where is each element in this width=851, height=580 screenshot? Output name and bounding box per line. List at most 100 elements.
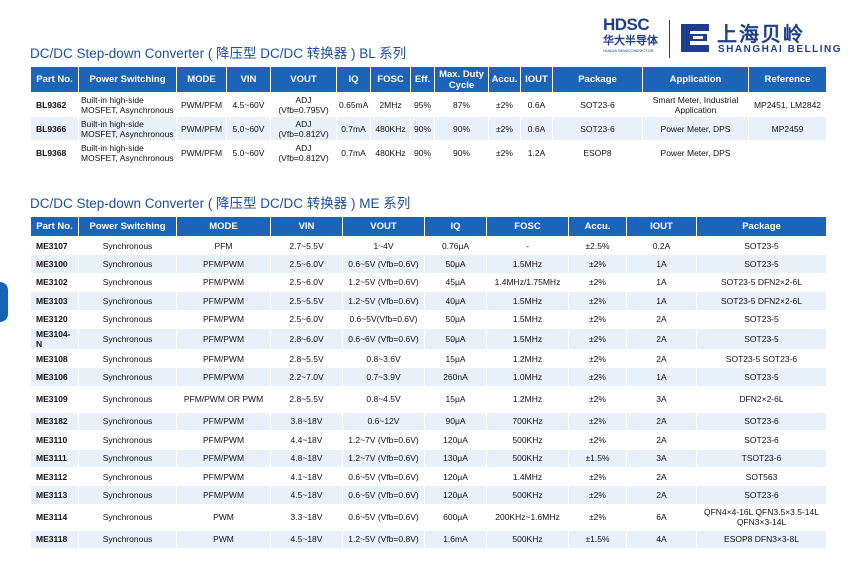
table-cell: PWM/PFM bbox=[176, 140, 227, 165]
hdsc-logo-cn: 华大半导体 bbox=[603, 35, 658, 47]
table-row: ME3108 Synchronous PFM/PWM 2.8~5.5V 0.8~3.6V… bbox=[30, 348, 827, 369]
table-cell: 0.6~5V(Vfb=0.6V) bbox=[342, 309, 425, 329]
table-cell: Synchronous bbox=[78, 529, 177, 550]
column-header: IOUT bbox=[626, 216, 697, 237]
table-cell: 120μA bbox=[424, 466, 487, 487]
table-cell: DFN2×2-6L bbox=[696, 385, 827, 413]
column-header: IQ bbox=[336, 66, 371, 93]
table-cell: 4A bbox=[626, 529, 697, 550]
table-cell: PFM/PWM bbox=[176, 367, 271, 387]
table-row: ME3111 Synchronous PFM/PWM 4.8~18V 1.2~7V (V… bbox=[30, 448, 827, 468]
table-cell: 87% bbox=[434, 92, 489, 117]
table-cell: SOT23-5 bbox=[696, 254, 827, 274]
table-cell: 1A bbox=[626, 272, 697, 293]
table-row: ME3106 Synchronous PFM/PWM 2.2~7.0V 0.7~3.9V… bbox=[30, 367, 827, 387]
table-cell: Built-in high-side MOSFET, Asynchronous bbox=[78, 92, 177, 117]
table-row: ME3112 Synchronous PFM/PWM 4.1~18V 0.6~5V (V… bbox=[30, 466, 827, 487]
table-cell: Built-in high-side MOSFET, Asynchronous bbox=[78, 116, 177, 141]
column-header: Package bbox=[552, 66, 643, 93]
column-header: IQ bbox=[424, 216, 487, 237]
table-cell: ±2% bbox=[568, 291, 627, 311]
table-cell: MP2459 bbox=[748, 116, 827, 141]
part-number-cell: ME3100 bbox=[30, 254, 79, 274]
table-cell: 4.5~18V bbox=[270, 529, 343, 550]
table-cell: 50μA bbox=[424, 254, 487, 274]
table-cell: ±2% bbox=[568, 254, 627, 274]
table-cell: SOT23-6 bbox=[696, 430, 827, 450]
table-cell: ±1.5% bbox=[568, 448, 627, 468]
table-row: ME3118 Synchronous PWM 4.5~18V 1.2~5V (Vfb=0… bbox=[30, 529, 827, 550]
table-cell: 1.5MHz bbox=[486, 309, 569, 329]
bl-series-table: Part No. Power Switching MODE VIN VOUT IQ FOSC… bbox=[30, 66, 827, 165]
table-cell: SOT23-6 bbox=[696, 485, 827, 505]
table-cell: 130μA bbox=[424, 448, 487, 468]
table-cell: ADJ (Vfb=0.812V) bbox=[270, 140, 337, 165]
table-cell: 2A bbox=[626, 411, 697, 432]
table-cell: 500KHz bbox=[486, 430, 569, 450]
table-cell: 50μA bbox=[424, 327, 487, 350]
table-cell: 0.6~5V (Vfb=0.6V) bbox=[342, 485, 425, 505]
table-cell: SOT563 bbox=[696, 466, 827, 487]
table-cell: SOT23-5 bbox=[696, 367, 827, 387]
table-row: ME3110 Synchronous PFM/PWM 4.4~18V 1.2~7V (V… bbox=[30, 430, 827, 450]
table-cell: Synchronous bbox=[78, 448, 177, 468]
table-cell: MP2451, LM2842 bbox=[748, 92, 827, 117]
table-row: ME3107 Synchronous PFM 2.7~5.5V 1~4V 0.76μA - ±… bbox=[30, 235, 827, 256]
table-cell: 1.2~5V (Vfb=0.8V) bbox=[342, 529, 425, 550]
table-cell: QFN4×4-16L QFN3.5×3.5-14L QFN3×3-14L bbox=[696, 503, 827, 531]
table-cell: 95% bbox=[410, 92, 435, 117]
table-cell: - bbox=[486, 235, 569, 256]
part-number-cell: ME3108 bbox=[30, 348, 79, 369]
table-cell: 3.8~18V bbox=[270, 411, 343, 432]
table-cell: 5.0~60V bbox=[226, 116, 271, 141]
brand-logos: HDSC 华大半导体 HUADA SEMICONDUCTOR 上海贝岭 SHAN… bbox=[603, 15, 841, 62]
table-cell: 15μA bbox=[424, 385, 487, 413]
me-series-table: Part No. Power Switching MODE VIN VOUT IQ FOSC… bbox=[30, 216, 827, 550]
table-cell: 1.5MHz bbox=[486, 327, 569, 350]
column-header: VIN bbox=[226, 66, 271, 93]
table-cell: PFM/PWM bbox=[176, 466, 271, 487]
column-header: FOSC bbox=[370, 66, 411, 93]
part-number-cell: ME3182 bbox=[30, 411, 79, 432]
table-row: ME3109 Synchronous PFM/PWM OR PWM 2.8~5.5V 0… bbox=[30, 385, 827, 413]
table-cell: 1A bbox=[626, 291, 697, 311]
part-number-cell: ME3107 bbox=[30, 235, 79, 256]
table-cell: 260nA bbox=[424, 367, 487, 387]
table-cell: 1.4MHz/1.75MHz bbox=[486, 272, 569, 293]
table-cell: 4.5~18V bbox=[270, 485, 343, 505]
column-header: Part No. bbox=[30, 216, 79, 237]
table-cell: Synchronous bbox=[78, 466, 177, 487]
table-cell: 0.65mA bbox=[336, 92, 371, 117]
table-cell: Synchronous bbox=[78, 385, 177, 413]
table-cell: 2.7~5.5V bbox=[270, 235, 343, 256]
column-header: Accu. bbox=[488, 66, 521, 93]
table-cell: 0.7mA bbox=[336, 140, 371, 165]
table-cell: 40μA bbox=[424, 291, 487, 311]
column-header: Max. Duty Cycle bbox=[434, 66, 489, 93]
table-cell: 500KHz bbox=[486, 529, 569, 550]
table-cell: 1.2~5V (Vfb=0.6V) bbox=[342, 272, 425, 293]
part-number-cell: BL9362 bbox=[30, 92, 79, 117]
table-cell: ±2% bbox=[568, 385, 627, 413]
column-header: FOSC bbox=[486, 216, 569, 237]
hdsc-logo-text: HDSC bbox=[603, 15, 650, 34]
table-header-row: Part No. Power Switching MODE VIN VOUT IQ FOSC… bbox=[30, 66, 827, 93]
table-cell: 480KHz bbox=[370, 116, 411, 141]
table-row: BL9366 Built-in high-side MOSFET, Asynchr… bbox=[30, 116, 827, 141]
table-cell: ADJ (Vfb=0.812V) bbox=[270, 116, 337, 141]
part-number-cell: ME3112 bbox=[30, 466, 79, 487]
table-cell: 1A bbox=[626, 254, 697, 274]
column-header: VOUT bbox=[342, 216, 425, 237]
table-cell: SOT23-5 SOT23-6 bbox=[696, 348, 827, 369]
column-header: Power Switching bbox=[78, 216, 177, 237]
table-cell: 2MHz bbox=[370, 92, 411, 117]
table-cell: 4.5~60V bbox=[226, 92, 271, 117]
table-cell: 120μA bbox=[424, 430, 487, 450]
table-cell: 2A bbox=[626, 348, 697, 369]
table-cell: SOT23-6 bbox=[552, 116, 643, 141]
part-number-cell: ME3103 bbox=[30, 291, 79, 311]
table-cell: 0.76μA bbox=[424, 235, 487, 256]
table-cell: PFM/PWM OR PWM bbox=[176, 385, 271, 413]
side-page-tab bbox=[0, 282, 8, 322]
table-cell: 2A bbox=[626, 485, 697, 505]
